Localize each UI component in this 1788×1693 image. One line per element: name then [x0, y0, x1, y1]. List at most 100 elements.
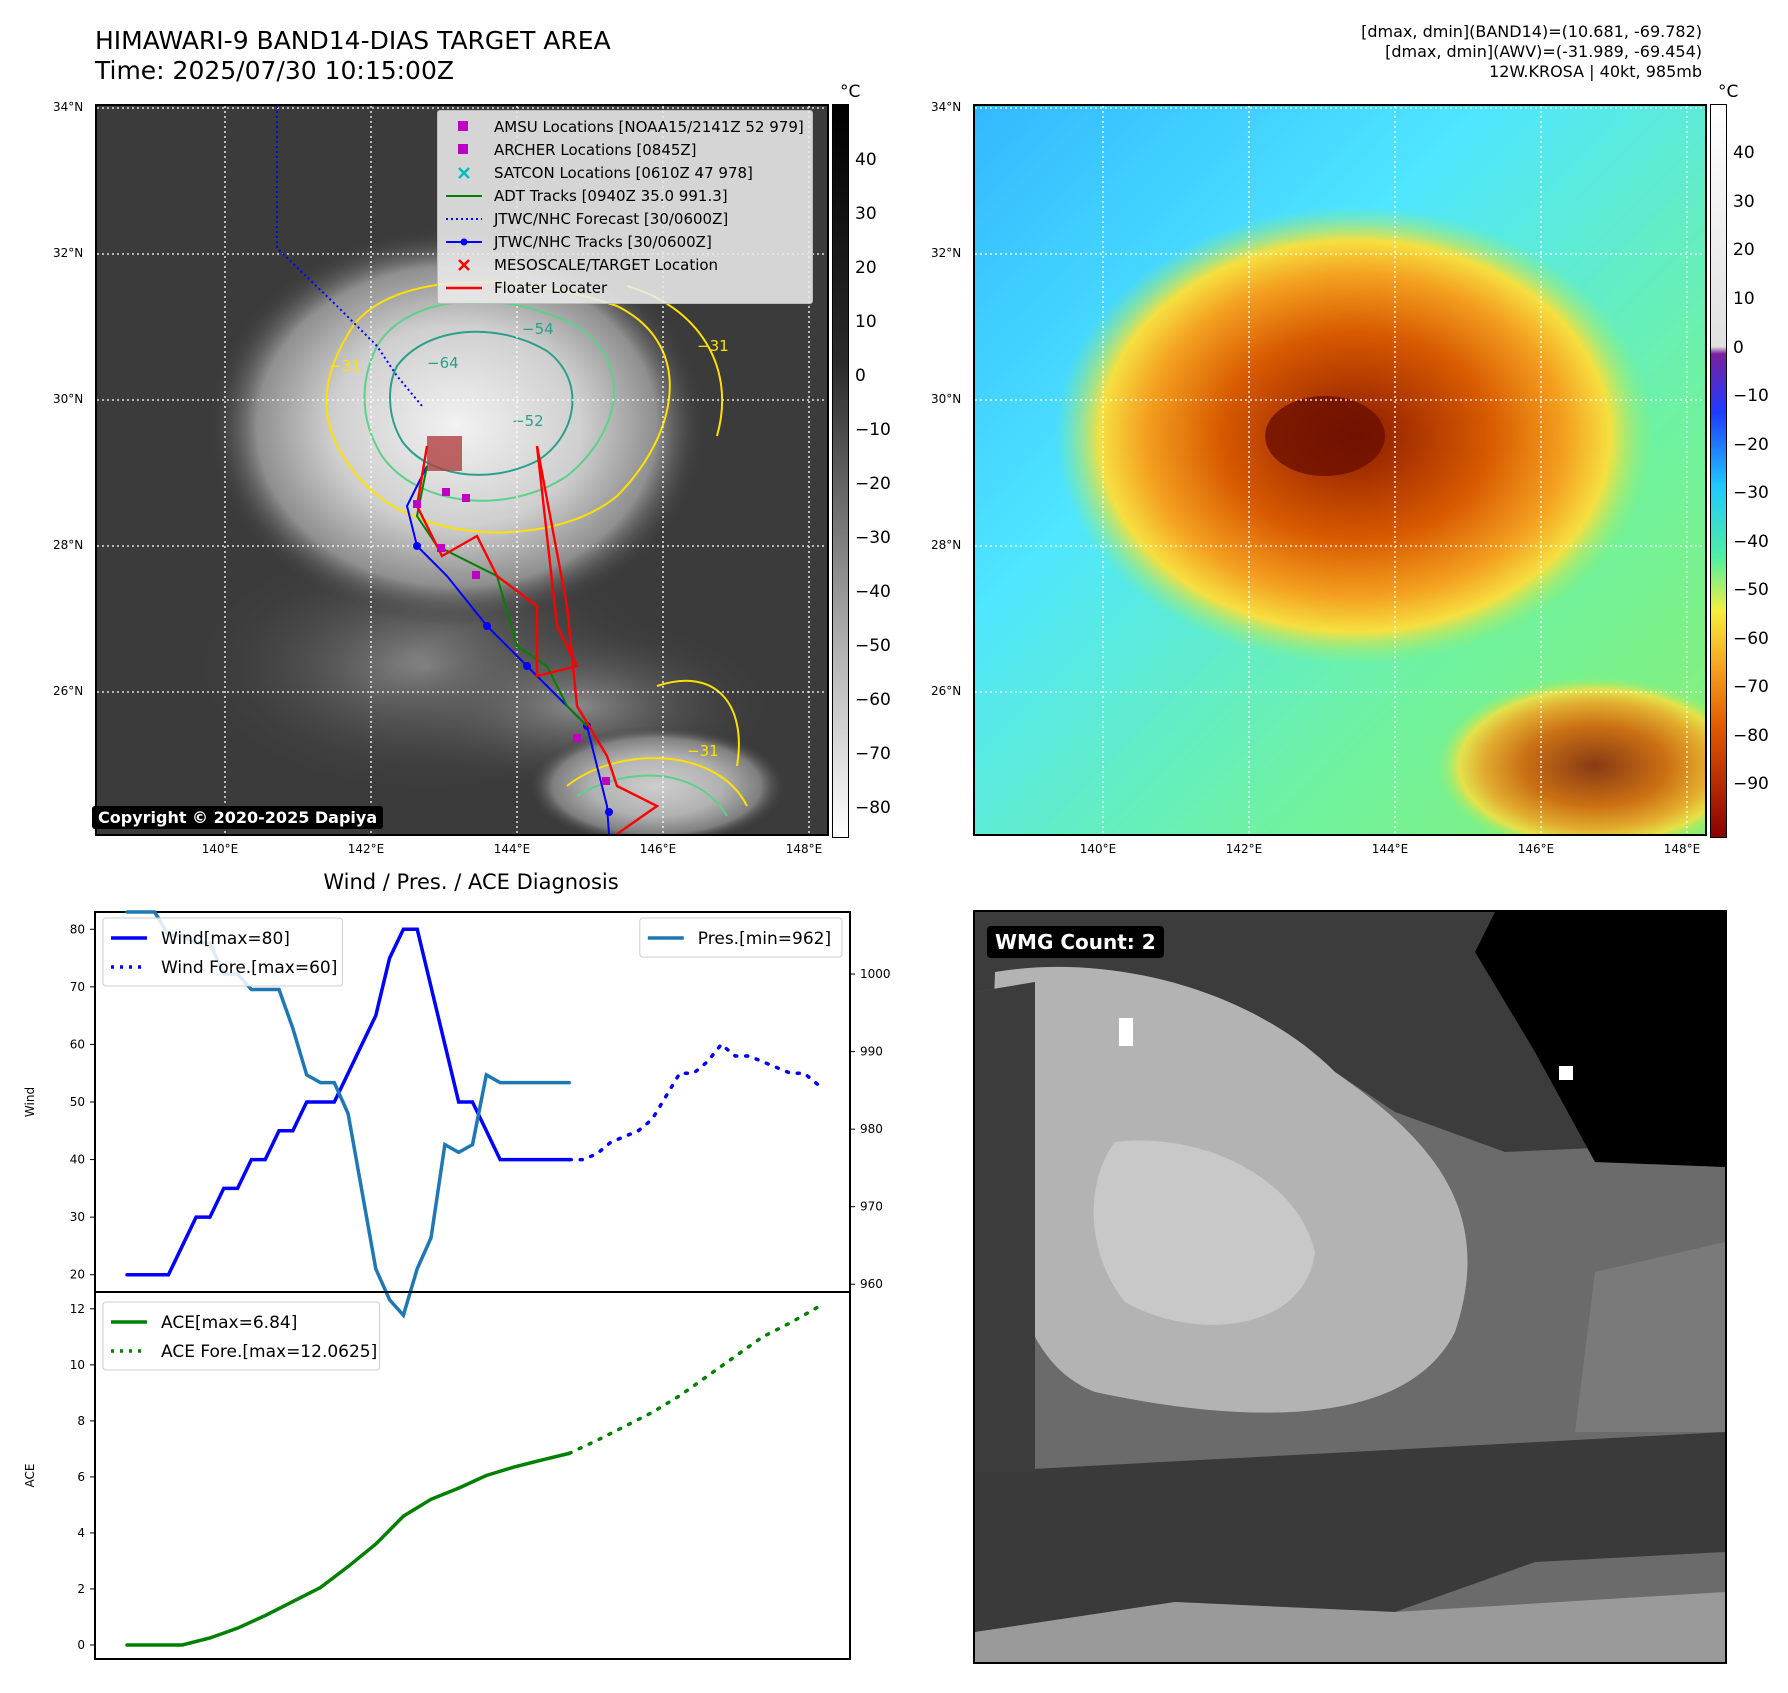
- pressure-legend: [639, 917, 843, 958]
- wv-colorbar-tick: 40: [1733, 143, 1755, 163]
- wmg-black-region: [1475, 912, 1725, 1167]
- amsu-archer-markers: [413, 488, 610, 785]
- wv-lon-tick: 144°E: [1371, 842, 1409, 856]
- wv-map-panel: [973, 104, 1707, 836]
- line-dot-icon: [446, 237, 482, 247]
- pressure-y-tick-label: 960: [860, 1277, 883, 1291]
- ace-y-tick-label: 2: [77, 1582, 85, 1596]
- wv-colorbar-tick: −20: [1733, 435, 1769, 455]
- legend-item-amsu: AMSU Locations [NOAA15/2141Z 52 979]: [446, 115, 804, 138]
- ir-colorbar-unit: °C: [840, 82, 861, 102]
- pressure-y-tick-label: 980: [860, 1122, 883, 1136]
- wv-lat-tick: 34°N: [931, 100, 962, 114]
- ir-lat-tick: 26°N: [53, 684, 84, 698]
- ir-colorbar-tick: −40: [855, 582, 891, 602]
- adt-track: [415, 465, 588, 727]
- wind-y-tick-label: 30: [70, 1210, 85, 1224]
- wv-colorbar-tick: −60: [1733, 629, 1769, 649]
- contour-label: −64: [427, 354, 459, 372]
- wv-colorbar-unit: °C: [1718, 82, 1739, 102]
- wind-y-tick-label: 70: [70, 980, 85, 994]
- wv-gridlines: [975, 106, 1705, 834]
- ir-storm-cloud: [207, 226, 707, 626]
- wind-legend: [102, 917, 343, 987]
- contour-label: −31: [697, 337, 729, 355]
- wind-y-tick-label: 40: [70, 1153, 85, 1167]
- wv-lat-tick: 28°N: [931, 538, 962, 552]
- wv-core: [1265, 396, 1385, 476]
- ir-lat-tick: 30°N: [53, 392, 84, 406]
- wind-axis-label: Wind: [23, 1087, 37, 1117]
- legend-item-forecast: JTWC/NHC Forecast [30/0600Z]: [446, 207, 804, 230]
- ir-lon-tick: 140°E: [201, 842, 239, 856]
- wv-colorbar-tick: 10: [1733, 289, 1755, 309]
- ace-panel: 0 2 4 6 8 10 12 ACE ACE[max=6.84] ACE Fore.[max=1…: [23, 1291, 851, 1660]
- stats-line-3: 12W.KROSA | 40kt, 985mb: [1489, 62, 1702, 81]
- x-marker-icon: [446, 258, 482, 271]
- wmg-panel: WMG Count: 2: [973, 910, 1727, 1664]
- wv-colorbar-tick: −30: [1733, 483, 1769, 503]
- ir-colorbar-tick: −30: [855, 528, 891, 548]
- ir-colorbar-tick: 10: [855, 312, 877, 332]
- contour-teal: [389, 330, 574, 476]
- pressure-y-tick-label: 1000: [860, 967, 891, 981]
- wv-colorbar-tick: 30: [1733, 192, 1755, 212]
- dotted-line-icon: [446, 214, 482, 224]
- x-marker-icon: [446, 166, 482, 179]
- ir-colorbar-tick: −60: [855, 690, 891, 710]
- ir-colorbar-tick: −20: [855, 474, 891, 494]
- wmg-count-label: WMG Count: 2: [987, 926, 1164, 958]
- series-line-1: [567, 1041, 820, 1162]
- figure-title: HIMAWARI-9 BAND14-DIAS TARGET AREA Time:…: [95, 26, 611, 86]
- ace-series-line-0: [125, 1451, 571, 1647]
- ir-colorbar-tick: −10: [855, 420, 891, 440]
- line-marker-icon: [446, 283, 482, 293]
- pressure-y-tick-label: 990: [860, 1045, 883, 1059]
- ir-lon-tick: 148°E: [785, 842, 823, 856]
- wv-lat-tick: 30°N: [931, 392, 962, 406]
- wv-lon-tick: 140°E: [1079, 842, 1117, 856]
- wv-lat-tick: 26°N: [931, 684, 962, 698]
- wv-lon-tick: 146°E: [1517, 842, 1555, 856]
- line-marker-icon: [446, 191, 482, 201]
- ir-colorbar-tick: 40: [855, 150, 877, 170]
- wmg-image: [975, 912, 1725, 1662]
- legend-item-floater: Floater Locater: [446, 276, 804, 299]
- legend-item-target: MESOSCALE/TARGET Location: [446, 253, 804, 276]
- contour-label: −54: [522, 320, 554, 338]
- wv-map-image: [975, 106, 1705, 834]
- ace-y-tick-label: 0: [77, 1638, 85, 1652]
- legend-label: ACE Fore.[max=12.0625]: [161, 1342, 377, 1362]
- ir-lon-tick: 142°E: [347, 842, 385, 856]
- stats-line-2: [dmax, dmin](AWV)=(-31.989, -69.454): [1385, 42, 1702, 61]
- title-line-2: Time: 2025/07/30 10:15:00Z: [95, 56, 454, 85]
- wv-colorbar-tick: −10: [1733, 386, 1769, 406]
- series-line-0: [125, 927, 571, 1277]
- ir-colorbar-tick: 0: [855, 366, 866, 386]
- ir-lat-tick: 32°N: [53, 246, 84, 260]
- square-marker-icon: [446, 120, 482, 133]
- jtwc-track-points: [413, 542, 613, 816]
- square-marker-icon: [446, 143, 482, 156]
- contour-label: −31: [329, 357, 361, 375]
- legend-item-satcon: SATCON Locations [0610Z 47 978]: [446, 161, 804, 184]
- ir-colorbar-tick: −70: [855, 744, 891, 764]
- legend-item-archer: ARCHER Locations [0845Z]: [446, 138, 804, 161]
- wv-lon-tick: 148°E: [1663, 842, 1701, 856]
- floater-locater-track: [415, 445, 660, 834]
- legend-label: Wind Fore.[max=60]: [161, 958, 337, 978]
- legend-label: ACE[max=6.84]: [161, 1313, 297, 1333]
- ir-colorbar-tick: −80: [855, 798, 891, 818]
- ir-lat-tick: 34°N: [53, 100, 84, 114]
- contour-label: −52: [512, 412, 544, 430]
- ace-plot-frame: [94, 1291, 851, 1660]
- stats-line-1: [dmax, dmin](BAND14)=(10.681, -69.782): [1361, 22, 1702, 41]
- title-line-1: HIMAWARI-9 BAND14-DIAS TARGET AREA: [95, 26, 611, 55]
- ir-colorbar-tick: −50: [855, 636, 891, 656]
- legend-label: Wind[max=80]: [161, 929, 290, 949]
- wind-y-tick-label: 50: [70, 1095, 85, 1109]
- wind-pressure-panel: 203040506070809609709809901000WindPressu…: [23, 910, 891, 1319]
- ir-colorbar-tick: 20: [855, 258, 877, 278]
- ace-y-tick-label: 8: [77, 1414, 85, 1428]
- pressure-y-tick-label: 970: [860, 1200, 883, 1214]
